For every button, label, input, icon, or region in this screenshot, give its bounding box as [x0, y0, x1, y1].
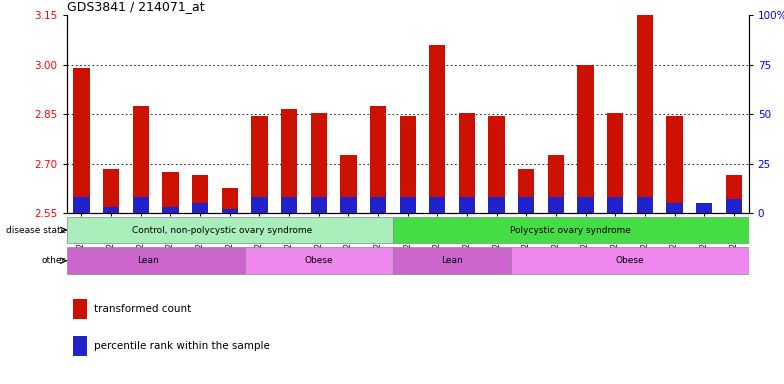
Bar [696, 203, 713, 213]
Bar [607, 113, 623, 213]
Bar [726, 175, 742, 213]
Bar [370, 197, 387, 213]
Text: transformed count: transformed count [94, 304, 191, 314]
Bar [607, 197, 623, 213]
Bar [67, 247, 245, 274]
Text: percentile rank within the sample: percentile rank within the sample [94, 341, 270, 351]
Bar [67, 217, 393, 243]
Bar [132, 197, 149, 213]
Bar [222, 189, 238, 213]
Text: Lean: Lean [441, 256, 463, 265]
Bar [281, 109, 297, 213]
Text: Obese: Obese [304, 256, 333, 265]
Text: Polycystic ovary syndrome: Polycystic ovary syndrome [510, 225, 631, 235]
Bar [192, 203, 209, 213]
Bar [548, 156, 564, 213]
Text: Obese: Obese [615, 256, 644, 265]
Bar [459, 113, 475, 213]
Text: other: other [42, 256, 66, 265]
Bar [103, 169, 119, 213]
Bar [103, 207, 119, 213]
Bar [310, 197, 327, 213]
Bar [459, 197, 475, 213]
Text: GDS3841 / 214071_at: GDS3841 / 214071_at [67, 0, 205, 13]
Bar [162, 207, 179, 213]
Bar [162, 172, 179, 213]
Bar [637, 197, 653, 213]
Bar [74, 299, 87, 319]
Bar [132, 106, 149, 213]
Bar [245, 247, 393, 274]
Bar [637, 9, 653, 213]
Bar [340, 156, 357, 213]
Bar [400, 197, 416, 213]
Text: Control, non-polycystic ovary syndrome: Control, non-polycystic ovary syndrome [132, 225, 313, 235]
Bar [666, 116, 683, 213]
Bar [393, 217, 749, 243]
Bar [251, 197, 267, 213]
Bar [726, 199, 742, 213]
Bar [488, 197, 505, 213]
Bar [578, 197, 593, 213]
Bar [67, 213, 749, 214]
Bar [370, 106, 387, 213]
Bar [310, 113, 327, 213]
Text: Lean: Lean [137, 256, 159, 265]
Bar [511, 247, 749, 274]
Bar [518, 169, 535, 213]
Bar [429, 45, 445, 213]
Bar [74, 197, 89, 213]
Bar [74, 336, 87, 356]
Bar [400, 116, 416, 213]
Text: disease state: disease state [5, 225, 66, 235]
Bar [74, 68, 89, 213]
Bar [696, 208, 713, 213]
Bar [192, 175, 209, 213]
Bar [222, 209, 238, 213]
Bar [281, 197, 297, 213]
Bar [251, 116, 267, 213]
Bar [393, 247, 511, 274]
Bar [488, 116, 505, 213]
Bar [340, 197, 357, 213]
Bar [518, 197, 535, 213]
Bar [578, 65, 593, 213]
Bar [548, 197, 564, 213]
Bar [666, 203, 683, 213]
Bar [429, 197, 445, 213]
